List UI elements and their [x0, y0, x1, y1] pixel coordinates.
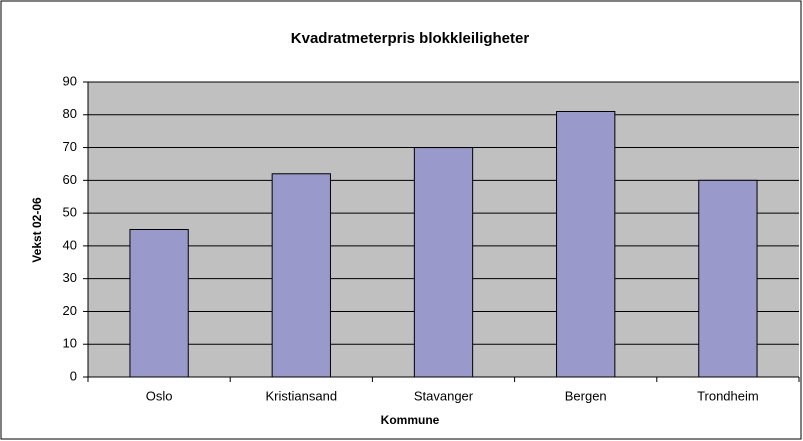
y-tick-label: 30 [63, 270, 77, 285]
y-tick-label: 70 [63, 139, 77, 154]
chart-title: Kvadratmeterpris blokkleiligheter [291, 30, 530, 47]
x-axis-title: Kommune [381, 413, 440, 427]
y-tick-label: 0 [70, 368, 77, 383]
y-tick-label: 50 [63, 205, 77, 220]
y-tick-label: 60 [63, 172, 77, 187]
y-axis-title: Vekst 02-06 [30, 197, 44, 263]
x-tick-label: Oslo [146, 388, 173, 403]
x-tick-label: Trondheim [697, 388, 759, 403]
y-tick-label: 90 [63, 73, 77, 88]
y-tick-label: 20 [63, 303, 77, 318]
bar [698, 179, 758, 378]
bar [556, 111, 616, 378]
y-tick-label: 10 [63, 336, 77, 351]
x-tick-label: Bergen [565, 388, 607, 403]
bar [413, 147, 474, 378]
bar [271, 173, 331, 378]
x-tick-label: Kristiansand [266, 388, 338, 403]
x-tick-label: Stavanger [414, 388, 474, 403]
bar [129, 229, 189, 378]
y-tick-label: 80 [63, 106, 77, 121]
y-tick-label: 40 [63, 237, 77, 252]
